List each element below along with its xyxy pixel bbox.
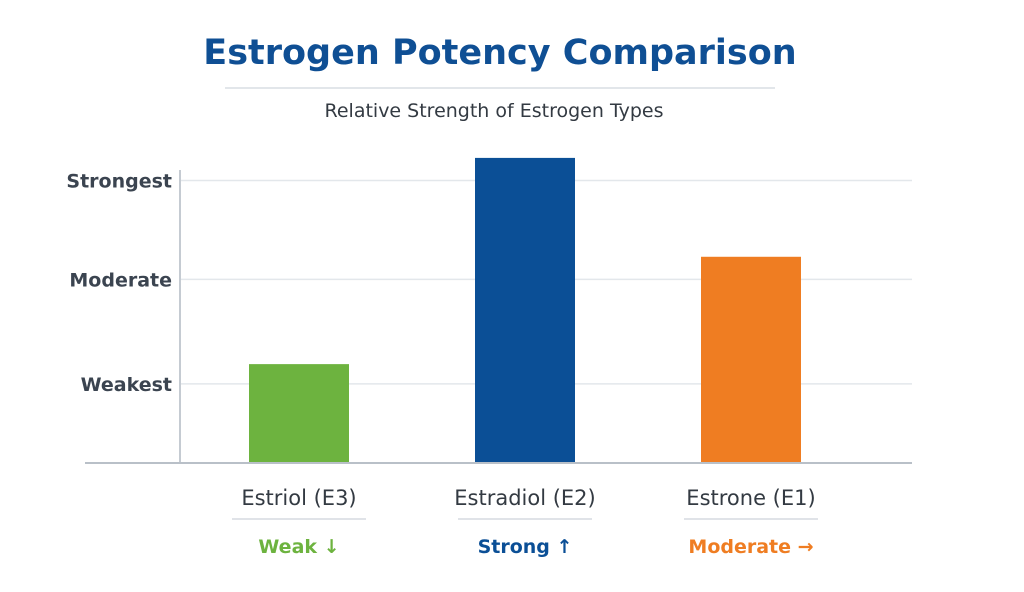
bar (475, 157, 575, 463)
category-note: Strong ↑ (478, 536, 573, 558)
x-tick-label: Estrone (E1) (686, 486, 815, 510)
y-tick-label: Strongest (66, 171, 172, 193)
category-note: Moderate → (688, 536, 813, 558)
bar (701, 256, 801, 463)
x-tick-label: Estriol (E3) (241, 486, 356, 510)
category-note: Weak ↓ (258, 536, 339, 558)
chart-subtitle: Relative Strength of Estrogen Types (325, 100, 664, 122)
x-tick-label: Estradiol (E2) (454, 486, 595, 510)
bar (249, 364, 349, 463)
y-tick-label: Moderate (69, 269, 172, 291)
chart-title: Estrogen Potency Comparison (203, 33, 796, 73)
y-tick-label: Weakest (81, 374, 172, 396)
